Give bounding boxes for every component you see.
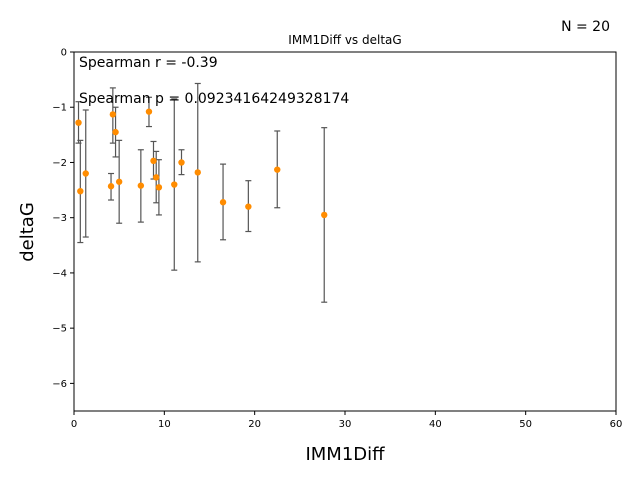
x-tick-label: 30 — [339, 419, 352, 430]
spearman-r-annotation: Spearman r = -0.39 — [79, 55, 218, 71]
data-point — [194, 169, 201, 176]
x-tick-label: 60 — [610, 419, 623, 430]
data-point — [109, 111, 117, 118]
data-point — [245, 203, 252, 210]
y-tick-label: −2 — [52, 158, 67, 169]
data-point — [153, 174, 160, 181]
x-axis-label: IMM1Diff — [305, 444, 385, 465]
x-tick-label: 10 — [158, 419, 171, 430]
spearman-p-annotation: Spearman p = 0.09234164249328174 — [79, 91, 349, 107]
data-point — [171, 181, 178, 188]
data-point — [155, 184, 163, 191]
y-tick-label: −6 — [52, 379, 67, 390]
data-point — [274, 166, 281, 173]
marker-layer — [75, 108, 328, 219]
data-point — [82, 170, 89, 177]
x-tick-label: 40 — [429, 419, 442, 430]
y-tick-label: −3 — [52, 213, 67, 224]
data-point — [178, 159, 185, 166]
tick-layer: 0 10 20 30 40 50 60 0 −1 −2 −3 −4 −5 −6 — [52, 48, 622, 431]
chart-title: IMM1Diff vs deltaG — [288, 33, 401, 47]
data-point — [150, 157, 157, 165]
data-point — [107, 183, 115, 190]
y-tick-label: −5 — [52, 324, 67, 335]
data-point — [137, 182, 145, 189]
data-point — [145, 108, 153, 115]
x-tick-label: 20 — [248, 419, 261, 430]
x-tick-label: 50 — [519, 419, 532, 430]
data-point — [75, 119, 82, 126]
sample-count-label: N = 20 — [561, 19, 610, 35]
data-point — [77, 187, 84, 195]
x-tick-label: 0 — [71, 419, 77, 430]
y-tick-label: −1 — [52, 103, 67, 114]
data-point — [112, 128, 119, 136]
y-axis-label: deltaG — [17, 202, 38, 262]
data-point — [219, 199, 227, 206]
data-point — [321, 211, 328, 219]
plot-frame — [73, 51, 617, 412]
y-tick-label: −4 — [52, 268, 67, 279]
y-tick-label: 0 — [61, 48, 67, 59]
data-point — [115, 178, 123, 185]
